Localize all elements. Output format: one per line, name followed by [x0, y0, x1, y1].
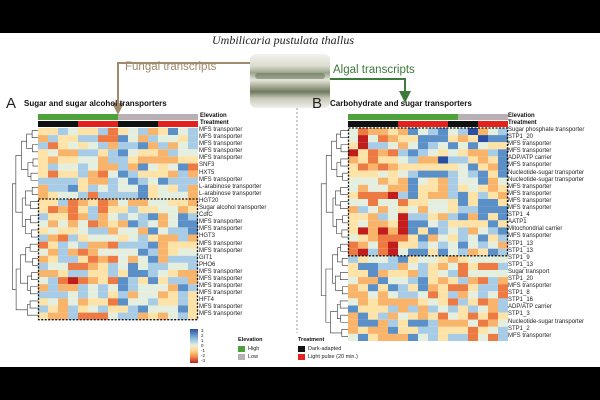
panel-b-row-label: MFS transporter: [508, 233, 552, 240]
panel-b-title: Carbohydrate and sugar transporters: [330, 99, 472, 108]
panel-a-row-label: MFS transporter: [199, 290, 243, 297]
panel-b-treatment-label: Treatment: [508, 120, 537, 126]
thallus-texture: [255, 73, 325, 79]
panel-a-row-label: MFS transporter: [199, 148, 243, 155]
panel-a-row-label: MFS transporter: [199, 240, 243, 247]
panel-b-row-label: MFS transporter: [508, 205, 552, 212]
legend-low-swatch: [238, 354, 245, 360]
panel-b-elevation-label: Elevation: [508, 113, 535, 119]
panel-a-row-label: MFS transporter: [199, 141, 243, 148]
panel-a-row-label: SNF3: [199, 162, 215, 169]
panel-a-row-label: MFS transporter: [199, 247, 243, 254]
panel-b-row-label: ADP/ATP carrier: [508, 304, 552, 311]
color-scale-tick: -2: [201, 353, 206, 358]
color-scale-tick: 3: [201, 328, 204, 333]
panel-b-heatmap: [347, 114, 509, 341]
panel-b-row-label: MFS transporter: [508, 197, 552, 204]
panel-a-row-labels: MFS transporter MFS transporter MFS transp…: [199, 127, 266, 319]
panel-b-row-label: Nucleotide-sugar transporter: [508, 176, 585, 183]
legend-light-label: Light pulse (20 min.): [308, 354, 358, 360]
panel-a-treatment-label: Treatment: [200, 120, 229, 126]
legend-dark-swatch: [298, 346, 305, 352]
panel-a-row-label: MFS transporter: [199, 311, 243, 318]
panel-a-row-label: CdfC: [199, 212, 213, 219]
panel-a-letter: A: [6, 95, 17, 112]
panel-b-row-label: MFS transporter: [508, 283, 552, 290]
panel-b-dendrogram: [320, 130, 348, 337]
panel-a-row-label: MFS transporter: [199, 176, 243, 183]
algal-transcripts-label: Algal transcripts: [333, 64, 415, 76]
figure-title: Umbilicaria pustulata thallus: [212, 33, 355, 47]
panel-a-row-label: PHO6: [199, 261, 216, 268]
panel-b-row-label: Nucleotide-sugar transporter: [508, 169, 585, 176]
fungal-arrow: [112, 62, 411, 333]
panel-a-row-label: GIT1: [199, 254, 213, 261]
panel-b-row-label: MFS transporter: [508, 148, 552, 155]
figure-panel: Umbilicaria pustulata thallus Fungal tra…: [0, 33, 600, 367]
legend-high-swatch: [238, 346, 245, 352]
panel-b-row-label: MFS transporter: [508, 332, 552, 339]
panel-b-row-label: STP1_3: [508, 311, 530, 318]
panel-b-letter: B: [312, 95, 323, 112]
panel-b-row-label: STP1_20: [508, 275, 534, 282]
panel-b-row-label: MFS transporter: [508, 141, 552, 148]
panel-b-row-label: MFS transporter: [508, 183, 552, 190]
panel-b-row-label: STP1_2: [508, 325, 530, 332]
panel-b-row-label: Sugar transport: [508, 268, 550, 275]
color-scale-bar: [190, 329, 198, 363]
fungal-transcripts-label: Fungal transcripts: [125, 61, 217, 73]
panel-a-row-label: HXT5: [199, 169, 215, 176]
panel-b-row-label: STP1_13: [508, 247, 534, 254]
panel-b-row-label: STP1_20: [508, 134, 534, 141]
color-scale-tick: -1: [201, 348, 206, 353]
panel-a-row-label: MFS transporter: [199, 283, 243, 290]
panel-b-row-label: Mitochondrial carrier: [508, 226, 563, 233]
legend-treatment-title: Treatment: [298, 337, 325, 343]
legend-elevation-title: Elevation: [238, 337, 263, 343]
color-scale-tick: 1: [201, 338, 204, 343]
panel-a-row-label: MFS transporter: [199, 275, 243, 282]
panel-b-row-label: Nucleotide-sugar transporter: [508, 318, 585, 325]
panel-b-row-label: STP1_8: [508, 290, 530, 297]
panel-a-row-label: HGT3: [199, 233, 216, 240]
panel-a-dendrogram: [11, 130, 38, 316]
color-scale-tick: 0: [201, 343, 204, 348]
panel-a-row-label: MFS transporter: [199, 226, 243, 233]
panel-a-row-label: MFS transporter: [199, 134, 243, 141]
panel-a-row-label: MFS transporter: [199, 219, 243, 226]
legend-dark-label: Dark-adapted: [308, 346, 342, 352]
panel-b-row-label: STP1_13: [508, 261, 534, 268]
panel-b-row-label: STP1_9: [508, 254, 530, 261]
panel-a-row-label: MFS transporter: [199, 304, 243, 311]
thallus-photo: [250, 54, 330, 108]
algal-arrow: [330, 78, 406, 95]
panel-a-row-label: HFT4: [199, 297, 214, 304]
panel-a-elevation-label: Elevation: [200, 113, 227, 119]
panel-b-row-label: MFS transporter: [508, 162, 552, 169]
panel-a-row-label: MFS transporter: [199, 155, 243, 162]
legend-light-swatch: [298, 354, 305, 360]
panel-a-row-label: MFS transporter: [199, 127, 243, 133]
panel-b-row-label: STP1_4: [508, 212, 530, 219]
legend-low-label: Low: [248, 354, 259, 360]
panel-a-row-label: HGT20: [199, 197, 219, 204]
panel-b-row-label: ADP/ATP carrier: [508, 155, 552, 162]
panel-b-row-label: STP1_16: [508, 297, 534, 304]
panel-a-row-label: MFS transporter: [199, 268, 243, 275]
panel-b-row-labels: Sugar phosphate transporter STP1_20 MFS tr…: [508, 127, 584, 340]
panel-a-row-label: L-arabinose transporter: [199, 190, 262, 197]
color-scale-tick: 2: [201, 333, 204, 338]
panel-b-row-label: AATP1: [508, 219, 527, 226]
panel-b-row-label: Sugar phosphate transporter: [508, 127, 585, 133]
panel-a-row-label: Sugar alcohol transporter: [199, 205, 267, 212]
color-scale-tick: -3: [201, 358, 206, 363]
panel-a-heatmap: [37, 114, 199, 321]
panel-b-row-label: STP1_13: [508, 240, 534, 247]
legend-high-label: High: [248, 346, 260, 352]
panel-a-row-label: L-arabinose transporter: [199, 183, 262, 190]
panel-b-row-label: MFS transporter: [508, 190, 552, 197]
panel-a-title: Sugar and sugar alcohol transporters: [24, 99, 167, 108]
